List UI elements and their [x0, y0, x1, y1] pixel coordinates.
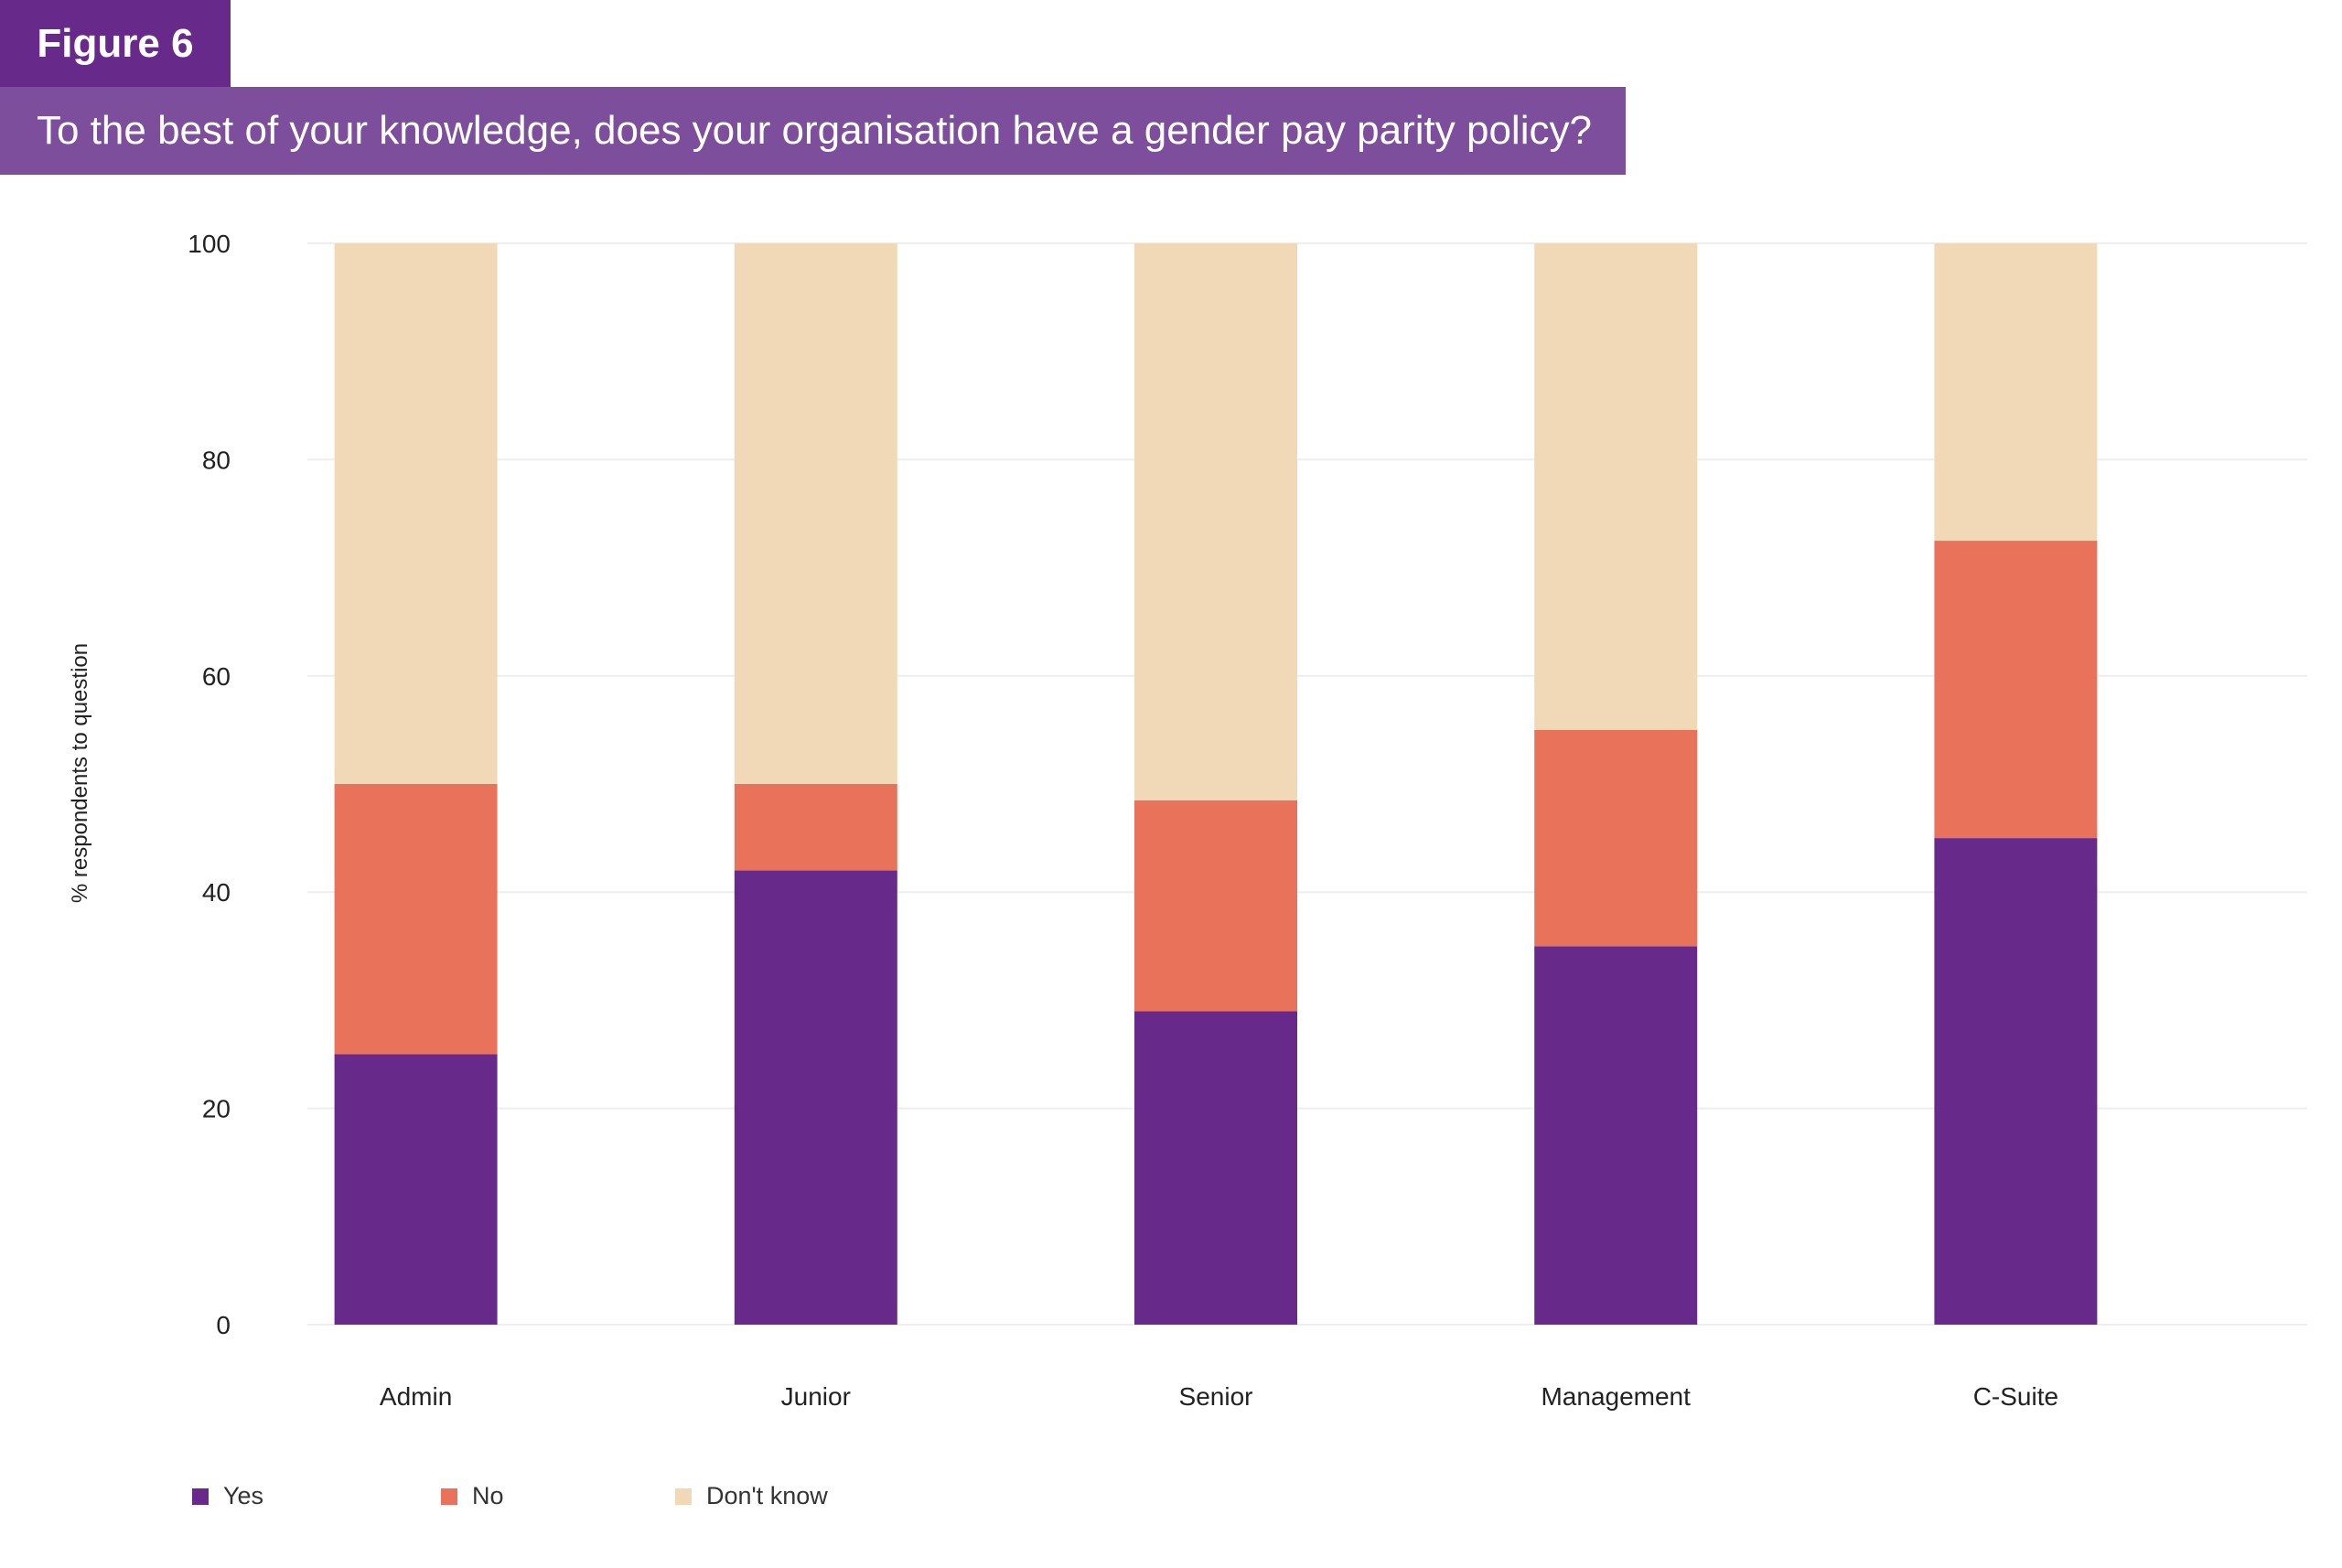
bar-admin-don-t-know: [334, 243, 498, 784]
legend-swatch-dont-know: [675, 1487, 692, 1505]
x-tick-label: Junior: [781, 1382, 851, 1411]
chart-title-text: To the best of your knowledge, does your…: [37, 108, 1592, 153]
bar-management-don-t-know: [1534, 243, 1698, 730]
y-axis-label: % respondents to question: [68, 643, 92, 903]
legend-item-yes: Yes: [192, 1482, 263, 1510]
y-axis-ticks: 0 20 40 60 80 100: [188, 230, 231, 1339]
x-tick-label: Management: [1541, 1382, 1691, 1411]
chart-title: To the best of your knowledge, does your…: [0, 87, 1626, 175]
bar-junior-yes: [734, 870, 897, 1325]
bar-c-suite-don-t-know: [1934, 243, 2098, 542]
legend-swatch-no: [441, 1487, 457, 1505]
legend-label-no: No: [472, 1482, 504, 1509]
y-tick-label: 60: [202, 662, 231, 691]
bar-admin-yes: [334, 1054, 498, 1325]
bar-senior-no: [1134, 800, 1297, 1012]
bar-senior-don-t-know: [1134, 243, 1297, 800]
bar-c-suite-yes: [1934, 838, 2098, 1325]
x-tick-label: Admin: [380, 1382, 452, 1411]
y-tick-label: 100: [188, 230, 231, 258]
x-tick-label: Senior: [1179, 1382, 1253, 1411]
x-axis-ticks: Admin Junior Senior Management C-Suite: [380, 1382, 2058, 1411]
figure-label: Figure 6: [0, 0, 231, 87]
x-tick-label: C-Suite: [1973, 1382, 2058, 1411]
legend-item-no: No: [441, 1482, 504, 1510]
bar-junior-don-t-know: [734, 243, 897, 784]
legend-swatch-yes: [192, 1487, 209, 1505]
bar-admin-no: [334, 784, 498, 1055]
y-tick-label: 20: [202, 1095, 231, 1123]
bar-c-suite-no: [1934, 541, 2098, 839]
bars: [334, 243, 2098, 1325]
bar-management-no: [1534, 729, 1698, 947]
legend-label-dont-know: Don't know: [706, 1482, 828, 1509]
bar-junior-no: [734, 784, 897, 871]
bar-management-yes: [1534, 946, 1698, 1325]
legend-label-yes: Yes: [223, 1482, 264, 1509]
y-tick-label: 0: [216, 1311, 231, 1339]
bar-senior-yes: [1134, 1011, 1297, 1325]
y-tick-label: 40: [202, 878, 231, 907]
legend-item-dont-know: Don't know: [675, 1482, 828, 1510]
y-tick-label: 80: [202, 446, 231, 474]
